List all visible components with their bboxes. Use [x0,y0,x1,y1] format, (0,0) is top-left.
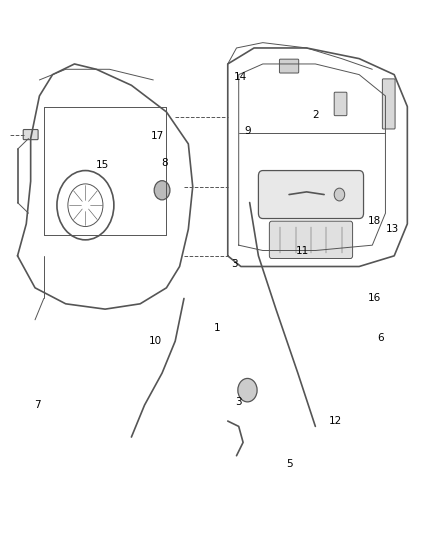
Text: 17: 17 [151,131,164,141]
Text: 16: 16 [368,294,381,303]
FancyBboxPatch shape [269,221,353,259]
Text: 9: 9 [244,126,251,135]
Text: 11: 11 [296,246,309,255]
Text: 3: 3 [235,398,242,407]
Text: 18: 18 [368,216,381,226]
Circle shape [154,181,170,200]
Text: 12: 12 [328,416,342,426]
Circle shape [238,378,257,402]
Text: 1: 1 [213,323,220,333]
Text: 15: 15 [96,160,110,170]
Text: 7: 7 [34,400,41,410]
Text: 5: 5 [286,459,293,469]
Circle shape [334,188,345,201]
FancyBboxPatch shape [382,79,395,129]
Text: 6: 6 [378,334,385,343]
Text: 2: 2 [312,110,319,119]
FancyBboxPatch shape [23,130,38,140]
FancyBboxPatch shape [279,59,299,73]
Text: 3: 3 [231,259,238,269]
Text: 8: 8 [161,158,168,167]
Text: 10: 10 [149,336,162,346]
Text: 14: 14 [234,72,247,82]
FancyBboxPatch shape [258,171,364,219]
FancyBboxPatch shape [334,92,347,116]
Text: 13: 13 [385,224,399,234]
